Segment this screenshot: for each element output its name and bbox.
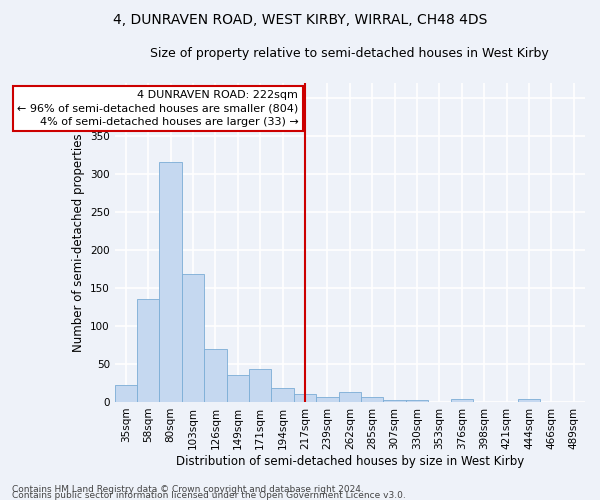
Bar	[115, 385, 137, 402]
Bar	[361, 398, 383, 402]
Title: Size of property relative to semi-detached houses in West Kirby: Size of property relative to semi-detach…	[151, 48, 549, 60]
Bar	[316, 398, 338, 402]
Text: 4, DUNRAVEN ROAD, WEST KIRBY, WIRRAL, CH48 4DS: 4, DUNRAVEN ROAD, WEST KIRBY, WIRRAL, CH…	[113, 12, 487, 26]
Text: 4 DUNRAVEN ROAD: 222sqm
← 96% of semi-detached houses are smaller (804)
4% of se: 4 DUNRAVEN ROAD: 222sqm ← 96% of semi-de…	[17, 90, 298, 127]
Bar	[204, 348, 227, 402]
Y-axis label: Number of semi-detached properties: Number of semi-detached properties	[71, 133, 85, 352]
Bar	[182, 274, 204, 402]
Bar	[406, 400, 428, 402]
X-axis label: Distribution of semi-detached houses by size in West Kirby: Distribution of semi-detached houses by …	[176, 454, 524, 468]
Bar	[249, 370, 271, 402]
Bar	[383, 400, 406, 402]
Text: Contains public sector information licensed under the Open Government Licence v3: Contains public sector information licen…	[12, 490, 406, 500]
Bar	[451, 399, 473, 402]
Text: Contains HM Land Registry data © Crown copyright and database right 2024.: Contains HM Land Registry data © Crown c…	[12, 484, 364, 494]
Bar	[227, 376, 249, 402]
Bar	[137, 300, 160, 402]
Bar	[160, 162, 182, 402]
Bar	[518, 399, 540, 402]
Bar	[294, 394, 316, 402]
Bar	[271, 388, 294, 402]
Bar	[338, 392, 361, 402]
